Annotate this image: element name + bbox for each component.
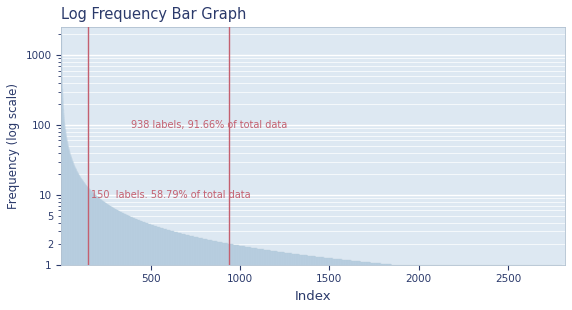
- Text: 938 labels, 91.66% of total data: 938 labels, 91.66% of total data: [131, 120, 287, 130]
- Y-axis label: Frequency (log scale): Frequency (log scale): [7, 83, 20, 209]
- Text: 150  labels. 58.79% of total data: 150 labels. 58.79% of total data: [91, 190, 251, 200]
- X-axis label: Index: Index: [295, 290, 332, 303]
- Text: Log Frequency Bar Graph: Log Frequency Bar Graph: [61, 7, 247, 22]
